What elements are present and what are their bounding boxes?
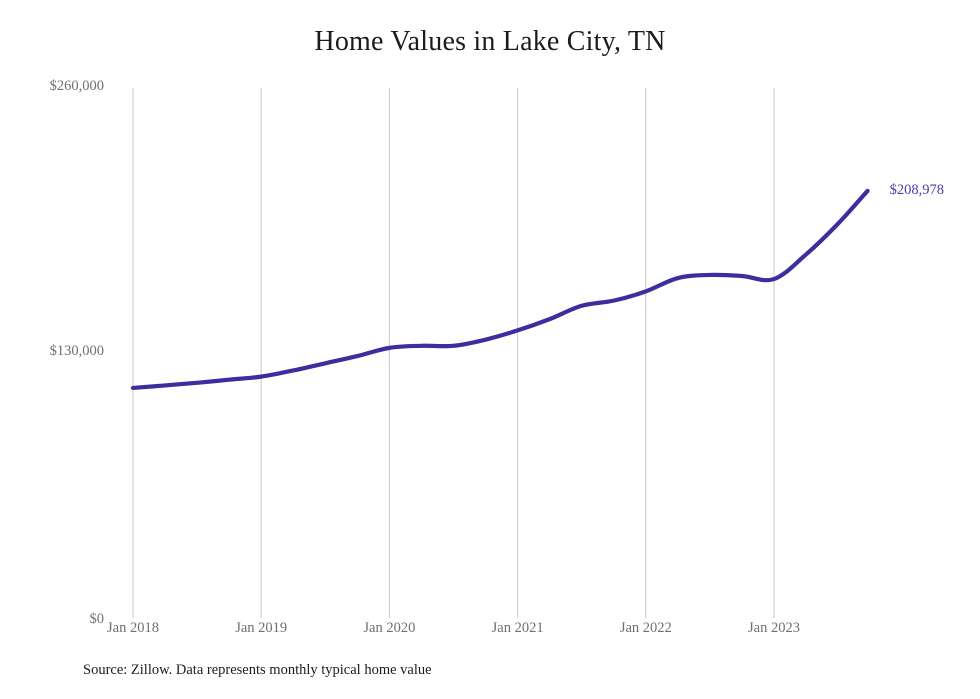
x-tick-label: Jan 2022 <box>619 620 672 636</box>
x-tick-label: Jan 2023 <box>748 620 800 636</box>
series-line <box>130 188 870 391</box>
y-tick-label: $130,000 <box>49 343 104 359</box>
end-value-label: $208,978 <box>889 181 944 198</box>
x-tick-label: Jan 2020 <box>363 620 416 636</box>
x-tick-label: Jan 2018 <box>107 620 159 636</box>
x-tick-label: Jan 2019 <box>235 620 288 636</box>
y-tick-label: $260,000 <box>49 78 104 94</box>
gridlines-group <box>132 88 775 618</box>
y-axis: $260,000 $130,000 $0 <box>0 0 104 699</box>
series-group <box>130 188 870 391</box>
chart-title: Home Values in Lake City, TN <box>314 26 666 57</box>
y-tick-label: $0 <box>89 611 105 627</box>
source-note: Source: Zillow. Data represents monthly … <box>83 662 432 678</box>
x-tick-label: Jan 2021 <box>491 620 544 636</box>
